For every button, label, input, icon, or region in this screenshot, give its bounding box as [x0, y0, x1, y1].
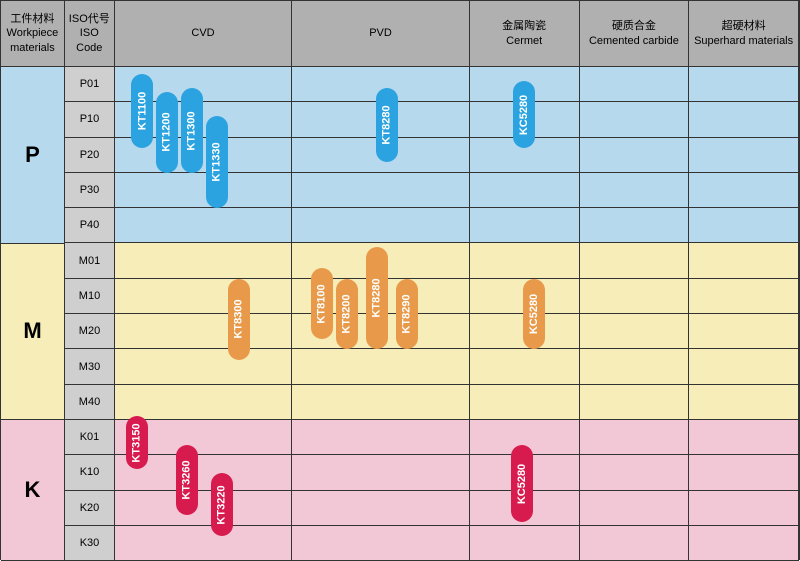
grade-pill: KT8280: [376, 88, 398, 162]
grade-pill: KT8200: [336, 279, 358, 350]
iso-code-cell: M40: [65, 385, 115, 420]
grid-row: [115, 349, 799, 384]
group-label: M: [1, 244, 65, 421]
header-cell: 工件材料Workpiece materials: [1, 1, 65, 67]
grade-pill: KT8300: [228, 279, 250, 360]
iso-code-cell: K30: [65, 526, 115, 561]
grid-row: [115, 385, 799, 420]
grade-pill: KT1200: [156, 92, 178, 173]
grid-row: [115, 67, 799, 102]
grade-pill: KT1330: [206, 116, 228, 208]
grid-row: [115, 314, 799, 349]
iso-code-cell: P30: [65, 173, 115, 208]
grade-pill: KT1300: [181, 88, 203, 173]
iso-code-cell: P10: [65, 102, 115, 137]
iso-code-cell: P20: [65, 138, 115, 173]
header-cell: 金属陶瓷Cermet: [470, 1, 580, 67]
group-label: K: [1, 420, 65, 561]
iso-code-cell: M10: [65, 279, 115, 314]
header-row: 工件材料Workpiece materialsISO代号ISO CodeCVDP…: [1, 1, 799, 67]
grade-pill: KT8290: [396, 279, 418, 350]
grade-pill: KT8100: [311, 268, 333, 339]
grade-pill: KC5280: [523, 279, 545, 350]
header-cell: 硬质合金Cemented carbide: [580, 1, 690, 67]
grade-pill: KC5280: [511, 445, 533, 523]
grade-pill: KT3260: [176, 445, 198, 516]
group-column: PMK: [1, 67, 65, 561]
header-cell: PVD: [292, 1, 470, 67]
iso-code-cell: K10: [65, 455, 115, 490]
grade-application-chart: 工件材料Workpiece materialsISO代号ISO CodeCVDP…: [0, 0, 800, 560]
grade-pill: KT3150: [126, 416, 148, 469]
header-cell: ISO代号ISO Code: [65, 1, 115, 67]
header-cell: 超硬材料Superhard materials: [689, 1, 799, 67]
grade-pill: KT1100: [131, 74, 153, 148]
iso-code-cell: P01: [65, 67, 115, 102]
grade-pill: KC5280: [513, 81, 535, 148]
grade-pill: KT8280: [366, 247, 388, 349]
iso-code-cell: K01: [65, 420, 115, 455]
grid-row: [115, 243, 799, 278]
iso-code-cell: M20: [65, 314, 115, 349]
iso-code-cell: M01: [65, 243, 115, 278]
iso-code-column: P01P10P20P30P40M01M10M20M30M40K01K10K20K…: [65, 67, 115, 561]
iso-code-cell: P40: [65, 208, 115, 243]
group-label: P: [1, 67, 65, 244]
iso-code-cell: M30: [65, 349, 115, 384]
grid-row: [115, 208, 799, 243]
iso-code-cell: K20: [65, 491, 115, 526]
grid-row: [115, 279, 799, 314]
header-cell: CVD: [115, 1, 293, 67]
grade-pill: KT3220: [211, 473, 233, 537]
grid-row: [115, 420, 799, 455]
